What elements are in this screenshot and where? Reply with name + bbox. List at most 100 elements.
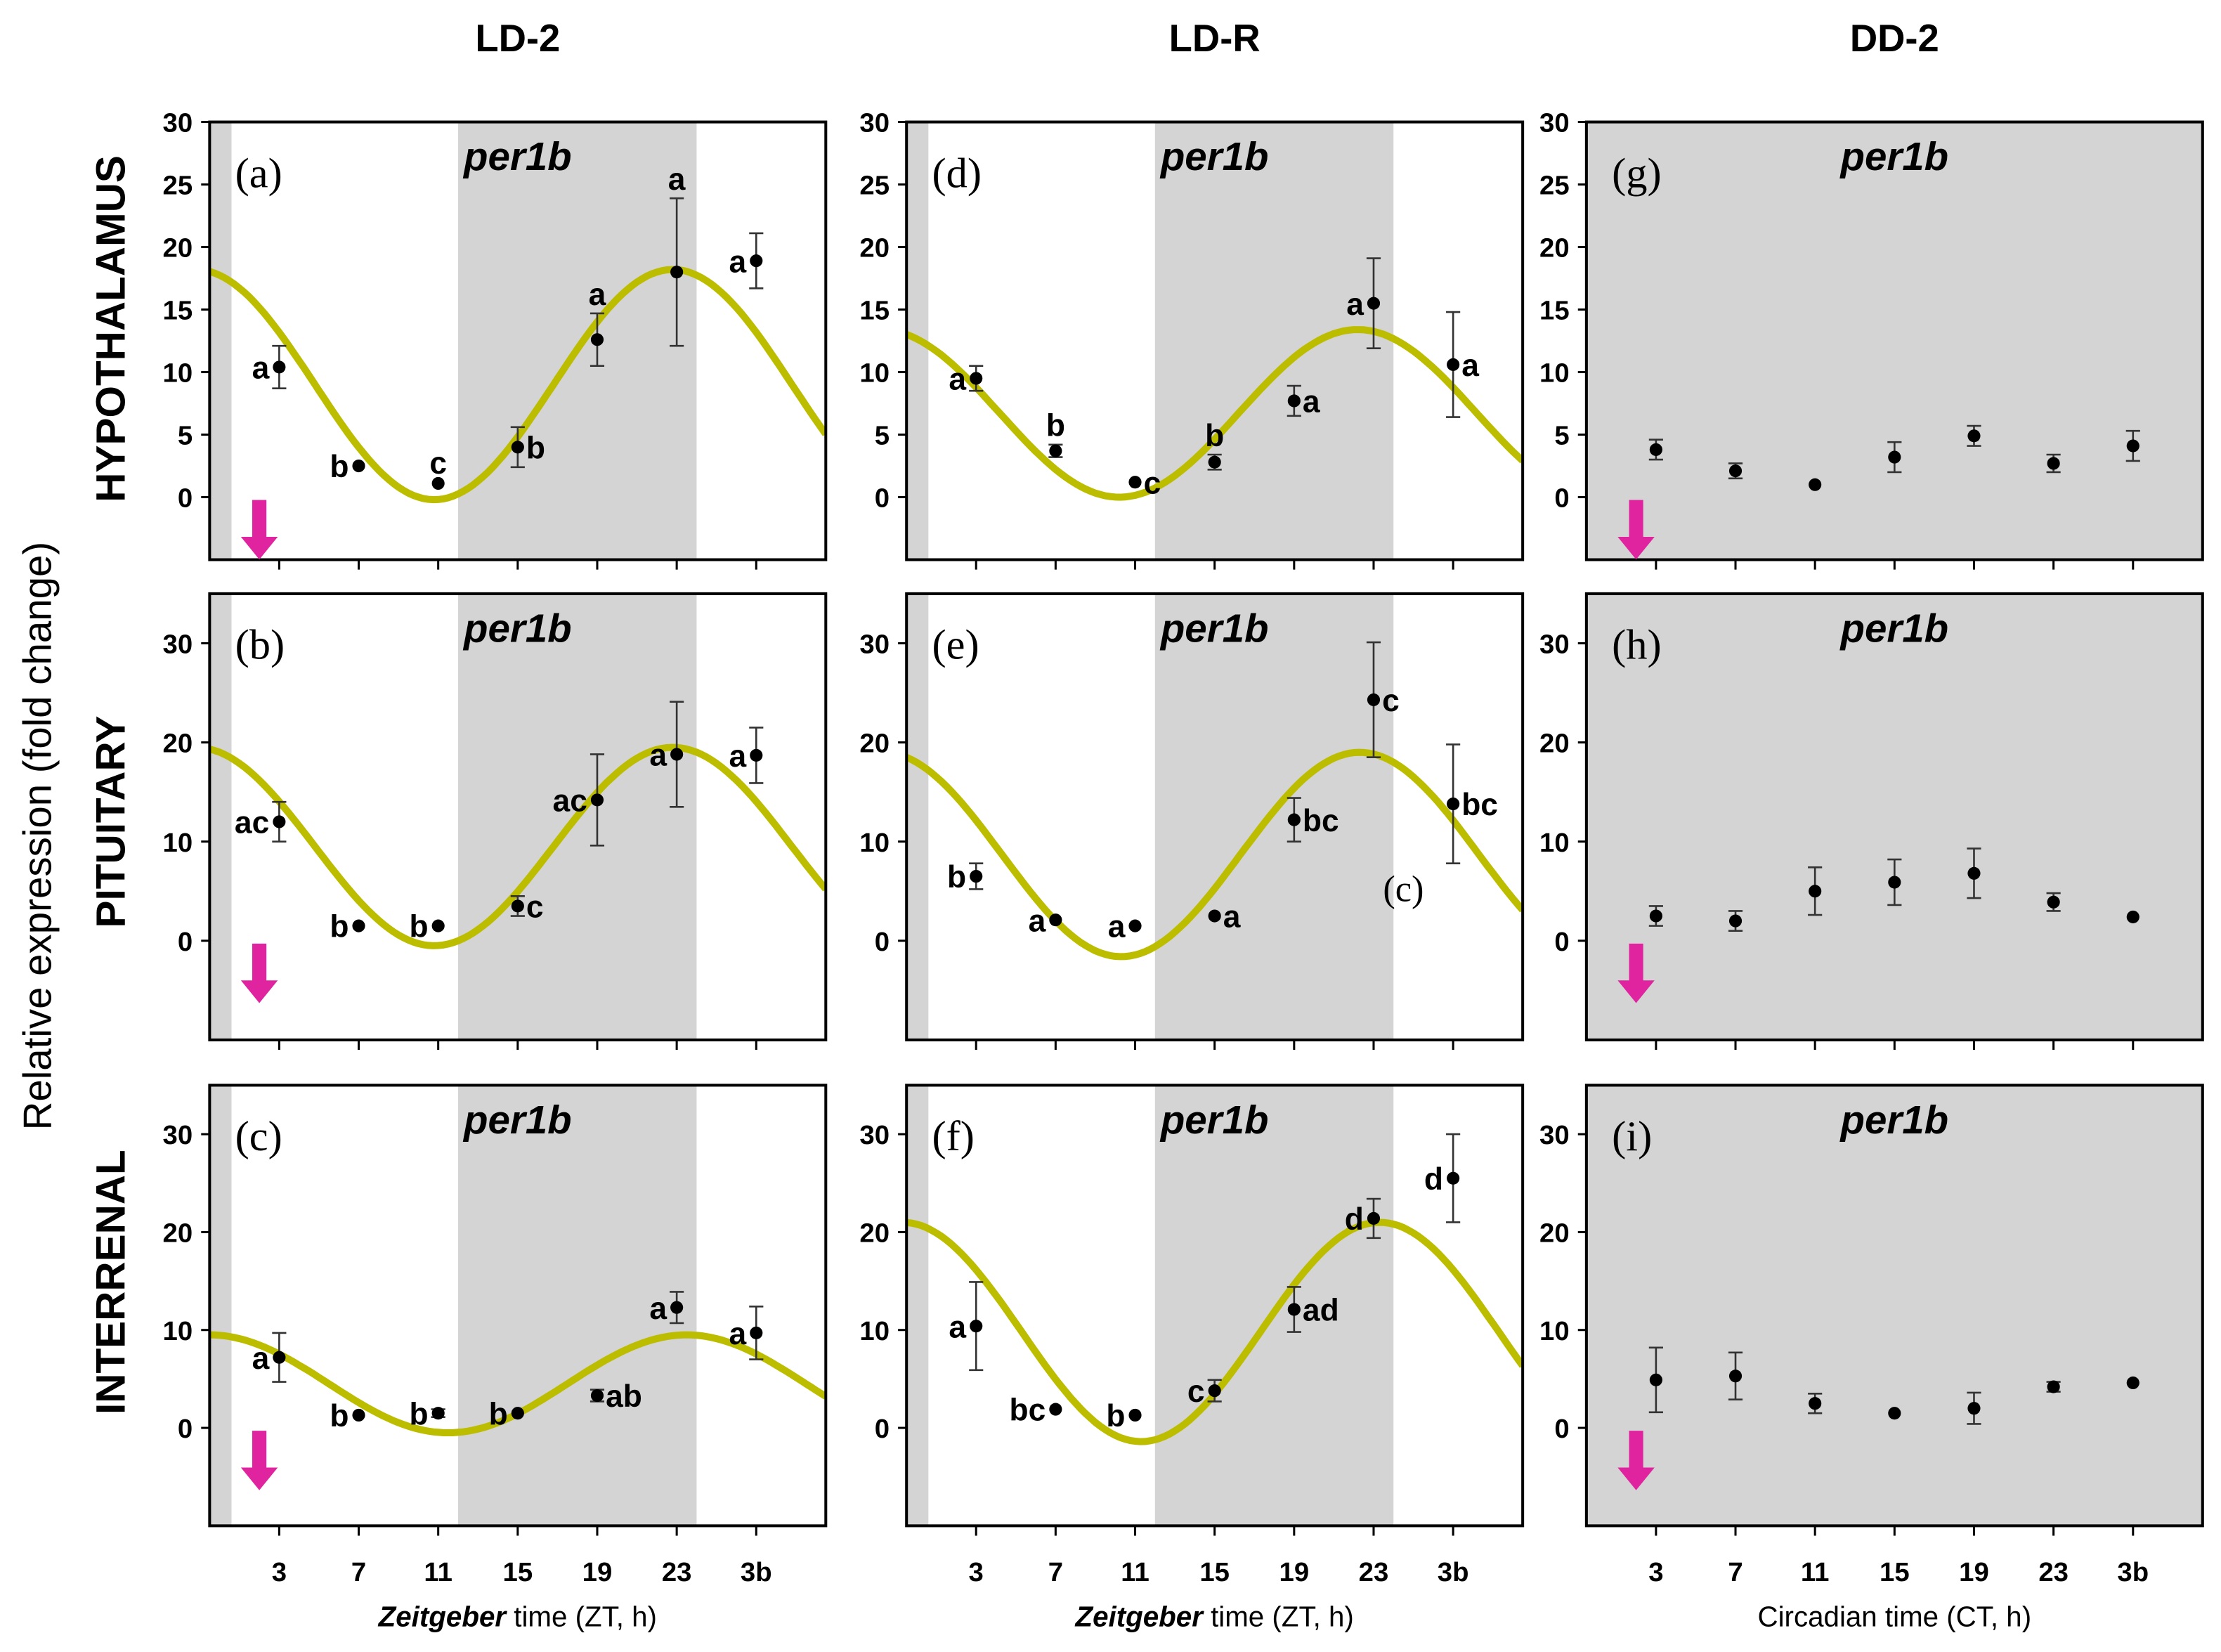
data-point	[2126, 910, 2139, 923]
data-point	[670, 266, 684, 279]
dark-phase-band	[1154, 122, 1394, 560]
y-tick-label: 25	[1539, 171, 1570, 201]
data-point	[1367, 1211, 1381, 1225]
significance-letter: a	[729, 245, 747, 279]
y-tick-label: 10	[1539, 828, 1570, 858]
significance-letter: ac	[235, 806, 269, 840]
x-tick-label: 3	[272, 1557, 287, 1587]
significance-letter: b	[1106, 1399, 1125, 1433]
data-point	[511, 899, 524, 913]
dark-phase-band	[209, 1085, 232, 1526]
y-tick-label: 20	[859, 233, 890, 264]
significance-letter: a	[1223, 900, 1241, 935]
x-tick-label: 23	[662, 1557, 692, 1587]
data-point	[1888, 876, 1901, 889]
panel-label: (b)	[235, 622, 285, 669]
significance-letter: a	[1029, 904, 1046, 938]
dark-phase-band	[209, 122, 232, 560]
significance-letter: a	[729, 1317, 747, 1351]
panel-e: 0 10 20 30 (e) per1b (c) b a a a bc c bc	[859, 592, 1525, 1051]
y-tick-label: 5	[875, 421, 890, 451]
data-point	[2047, 457, 2060, 470]
gene-name: per1b	[462, 134, 572, 178]
data-point	[1208, 909, 1221, 923]
y-tick-label: 0	[1554, 483, 1569, 514]
panel-label: (e)	[932, 622, 979, 669]
significance-letter: bc	[1461, 788, 1498, 822]
significance-letter: b	[489, 1397, 508, 1431]
x-tick-label: 19	[582, 1557, 613, 1587]
column-title: LD-2	[475, 17, 560, 60]
y-tick-label: 30	[163, 108, 193, 138]
arrow-down-icon	[1617, 943, 1655, 1003]
y-tick-label: 30	[1539, 108, 1570, 138]
y-tick-label: 5	[178, 421, 193, 451]
significance-letter: a	[649, 739, 667, 773]
y-tick-label: 10	[859, 1316, 890, 1346]
data-point	[352, 1408, 365, 1422]
x-tick-label: 7	[1048, 1557, 1063, 1587]
data-point	[1367, 693, 1381, 706]
x-tick-label: 7	[351, 1557, 366, 1587]
arrow-down-icon	[1617, 1431, 1655, 1490]
significance-letter: c	[1382, 684, 1400, 718]
y-tick-label: 0	[1554, 927, 1569, 957]
data-point	[431, 919, 445, 932]
panel-label: (f)	[932, 1113, 974, 1160]
significance-letter: a	[252, 1341, 270, 1376]
significance-letter: a	[1346, 287, 1364, 322]
y-tick-label: 30	[1539, 1120, 1570, 1150]
y-tick-label: 0	[1554, 1414, 1569, 1444]
column-title: DD-2	[1850, 17, 1939, 60]
x-tick-label: 11	[1121, 1557, 1149, 1587]
significance-letter: c	[526, 890, 544, 925]
y-tick-label: 0	[875, 483, 890, 514]
panel-label: (g)	[1612, 150, 1662, 197]
arrow-down-icon	[240, 943, 278, 1003]
data-point	[1809, 478, 1822, 491]
significance-letter: d	[1345, 1202, 1364, 1237]
panel-b: 0 10 20 30 (b) per1b ac b b c ac a a	[163, 592, 828, 1051]
data-point	[1049, 913, 1062, 927]
significance-letter: a	[729, 739, 747, 774]
dark-phase-band	[906, 1085, 929, 1526]
significance-letter: c	[1187, 1374, 1205, 1409]
y-tick-label: 15	[859, 296, 890, 326]
dark-phase-band	[1154, 1085, 1394, 1526]
gene-name: per1b	[1159, 134, 1269, 178]
x-tick-label: 15	[1199, 1557, 1230, 1587]
data-point	[750, 254, 763, 268]
y-tick-label: 0	[875, 1414, 890, 1444]
data-point	[1447, 1171, 1460, 1185]
panel-g: 0 5 10 15 20 25 30 (g) per1b	[1539, 108, 2204, 570]
significance-letter: b	[330, 450, 349, 484]
data-point	[1128, 1408, 1142, 1422]
y-tick-label: 25	[163, 171, 193, 201]
data-point	[1809, 1397, 1822, 1410]
data-point	[590, 793, 604, 807]
panel-label: (c)	[235, 1113, 282, 1160]
y-tick-label: 10	[1539, 358, 1570, 389]
x-axis-label: Circadian time (CT, h)	[1758, 1601, 2032, 1633]
panel-h: 0 10 20 30 (h) per1b	[1539, 592, 2204, 1051]
data-point	[1287, 813, 1301, 826]
data-point	[2126, 1376, 2139, 1390]
data-point	[2047, 895, 2060, 909]
y-tick-label: 30	[859, 630, 890, 660]
data-point	[1287, 394, 1301, 408]
data-point	[431, 1407, 445, 1420]
data-point	[431, 476, 445, 490]
y-tick-label: 30	[163, 630, 193, 660]
arrow-down-icon	[1617, 500, 1655, 560]
data-point	[1128, 919, 1142, 932]
dark-phase-band	[457, 122, 697, 560]
data-point	[1649, 909, 1662, 923]
data-point	[1649, 1373, 1662, 1386]
significance-letter: ac	[553, 784, 587, 819]
y-axis-label: Relative expression (fold change)	[15, 542, 60, 1131]
gene-name: per1b	[462, 606, 572, 650]
data-point	[1049, 1403, 1062, 1416]
panel-label: (h)	[1612, 622, 1662, 669]
